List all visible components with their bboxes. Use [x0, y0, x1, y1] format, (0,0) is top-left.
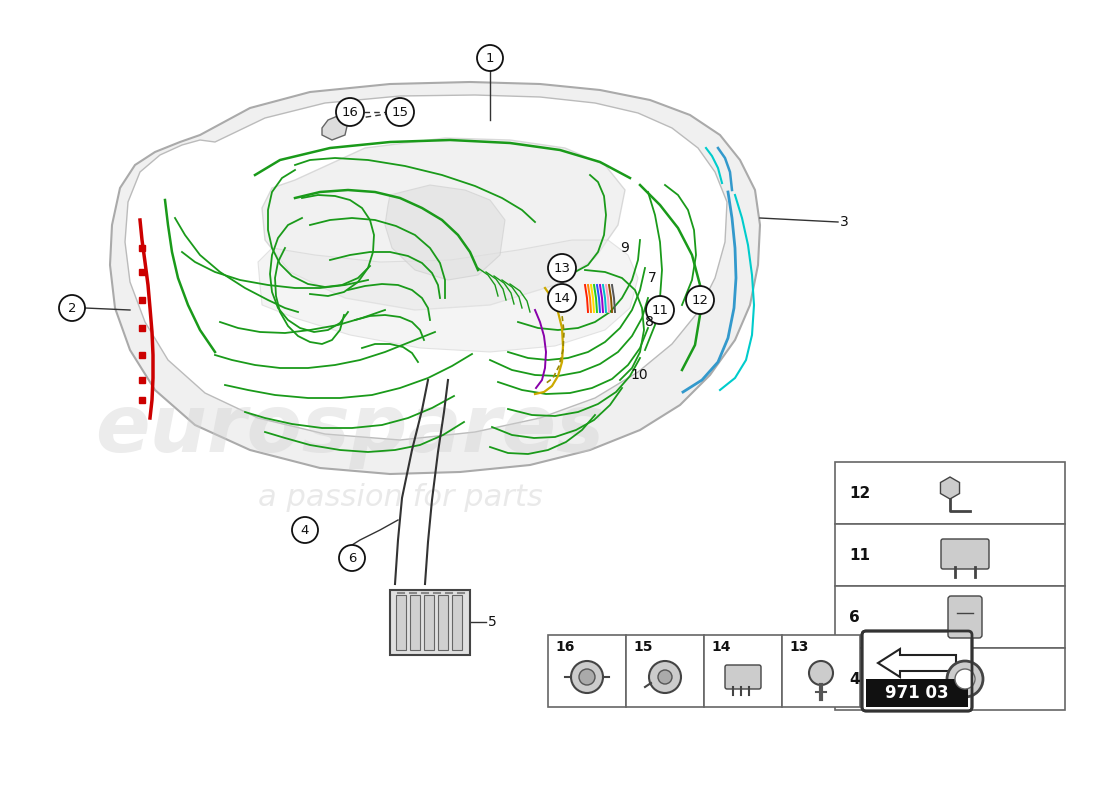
Circle shape: [548, 284, 576, 312]
Bar: [452, 595, 462, 650]
Circle shape: [658, 670, 672, 684]
Polygon shape: [322, 115, 348, 140]
Text: 8: 8: [645, 315, 653, 329]
Text: 3: 3: [840, 215, 849, 229]
Text: 2: 2: [68, 302, 76, 314]
Text: 12: 12: [849, 486, 870, 501]
Text: 13: 13: [789, 640, 808, 654]
FancyBboxPatch shape: [940, 539, 989, 569]
Bar: [410, 595, 420, 650]
FancyBboxPatch shape: [948, 596, 982, 638]
Bar: [835, 586, 1065, 648]
Text: eurospares: eurospares: [96, 391, 605, 469]
Text: 4: 4: [300, 523, 309, 537]
Circle shape: [646, 296, 674, 324]
Text: 14: 14: [553, 291, 571, 305]
Text: 13: 13: [553, 262, 571, 274]
Text: 14: 14: [711, 640, 730, 654]
Circle shape: [571, 661, 603, 693]
Polygon shape: [262, 138, 625, 310]
Text: 5: 5: [488, 615, 497, 629]
Bar: [835, 648, 1065, 710]
Circle shape: [336, 98, 364, 126]
Bar: [835, 462, 1065, 524]
Circle shape: [808, 661, 833, 685]
Text: 16: 16: [556, 640, 574, 654]
Bar: [548, 635, 626, 707]
Circle shape: [292, 517, 318, 543]
Polygon shape: [110, 82, 760, 474]
Bar: [438, 595, 448, 650]
Text: 4: 4: [849, 671, 859, 686]
Bar: [390, 590, 470, 655]
Polygon shape: [385, 185, 505, 280]
FancyBboxPatch shape: [862, 631, 972, 711]
Text: a passion for parts: a passion for parts: [257, 483, 542, 513]
Text: 16: 16: [342, 106, 359, 118]
Text: 971 03: 971 03: [886, 684, 949, 702]
Circle shape: [947, 661, 983, 697]
Circle shape: [548, 254, 576, 282]
Polygon shape: [258, 240, 638, 352]
Circle shape: [386, 98, 414, 126]
Text: 11: 11: [849, 547, 870, 562]
Bar: [396, 595, 406, 650]
Bar: [704, 635, 782, 707]
Bar: [835, 524, 1065, 586]
Text: 15: 15: [392, 106, 408, 118]
Circle shape: [477, 45, 503, 71]
Circle shape: [649, 661, 681, 693]
Circle shape: [339, 545, 365, 571]
Text: 10: 10: [630, 368, 648, 382]
Circle shape: [955, 669, 975, 689]
Bar: [626, 635, 704, 707]
Text: 9: 9: [620, 241, 629, 255]
Polygon shape: [125, 95, 727, 440]
Text: 11: 11: [651, 303, 669, 317]
FancyBboxPatch shape: [725, 665, 761, 689]
Bar: [866, 679, 968, 707]
Text: 15: 15: [632, 640, 652, 654]
Circle shape: [59, 295, 85, 321]
Text: 6: 6: [849, 610, 860, 625]
Bar: [782, 635, 860, 707]
Text: 12: 12: [692, 294, 708, 306]
Text: 1: 1: [486, 51, 494, 65]
Circle shape: [579, 669, 595, 685]
Text: 6: 6: [348, 551, 356, 565]
Bar: [424, 595, 434, 650]
FancyArrow shape: [878, 649, 956, 677]
Text: 7: 7: [648, 271, 657, 285]
Circle shape: [686, 286, 714, 314]
